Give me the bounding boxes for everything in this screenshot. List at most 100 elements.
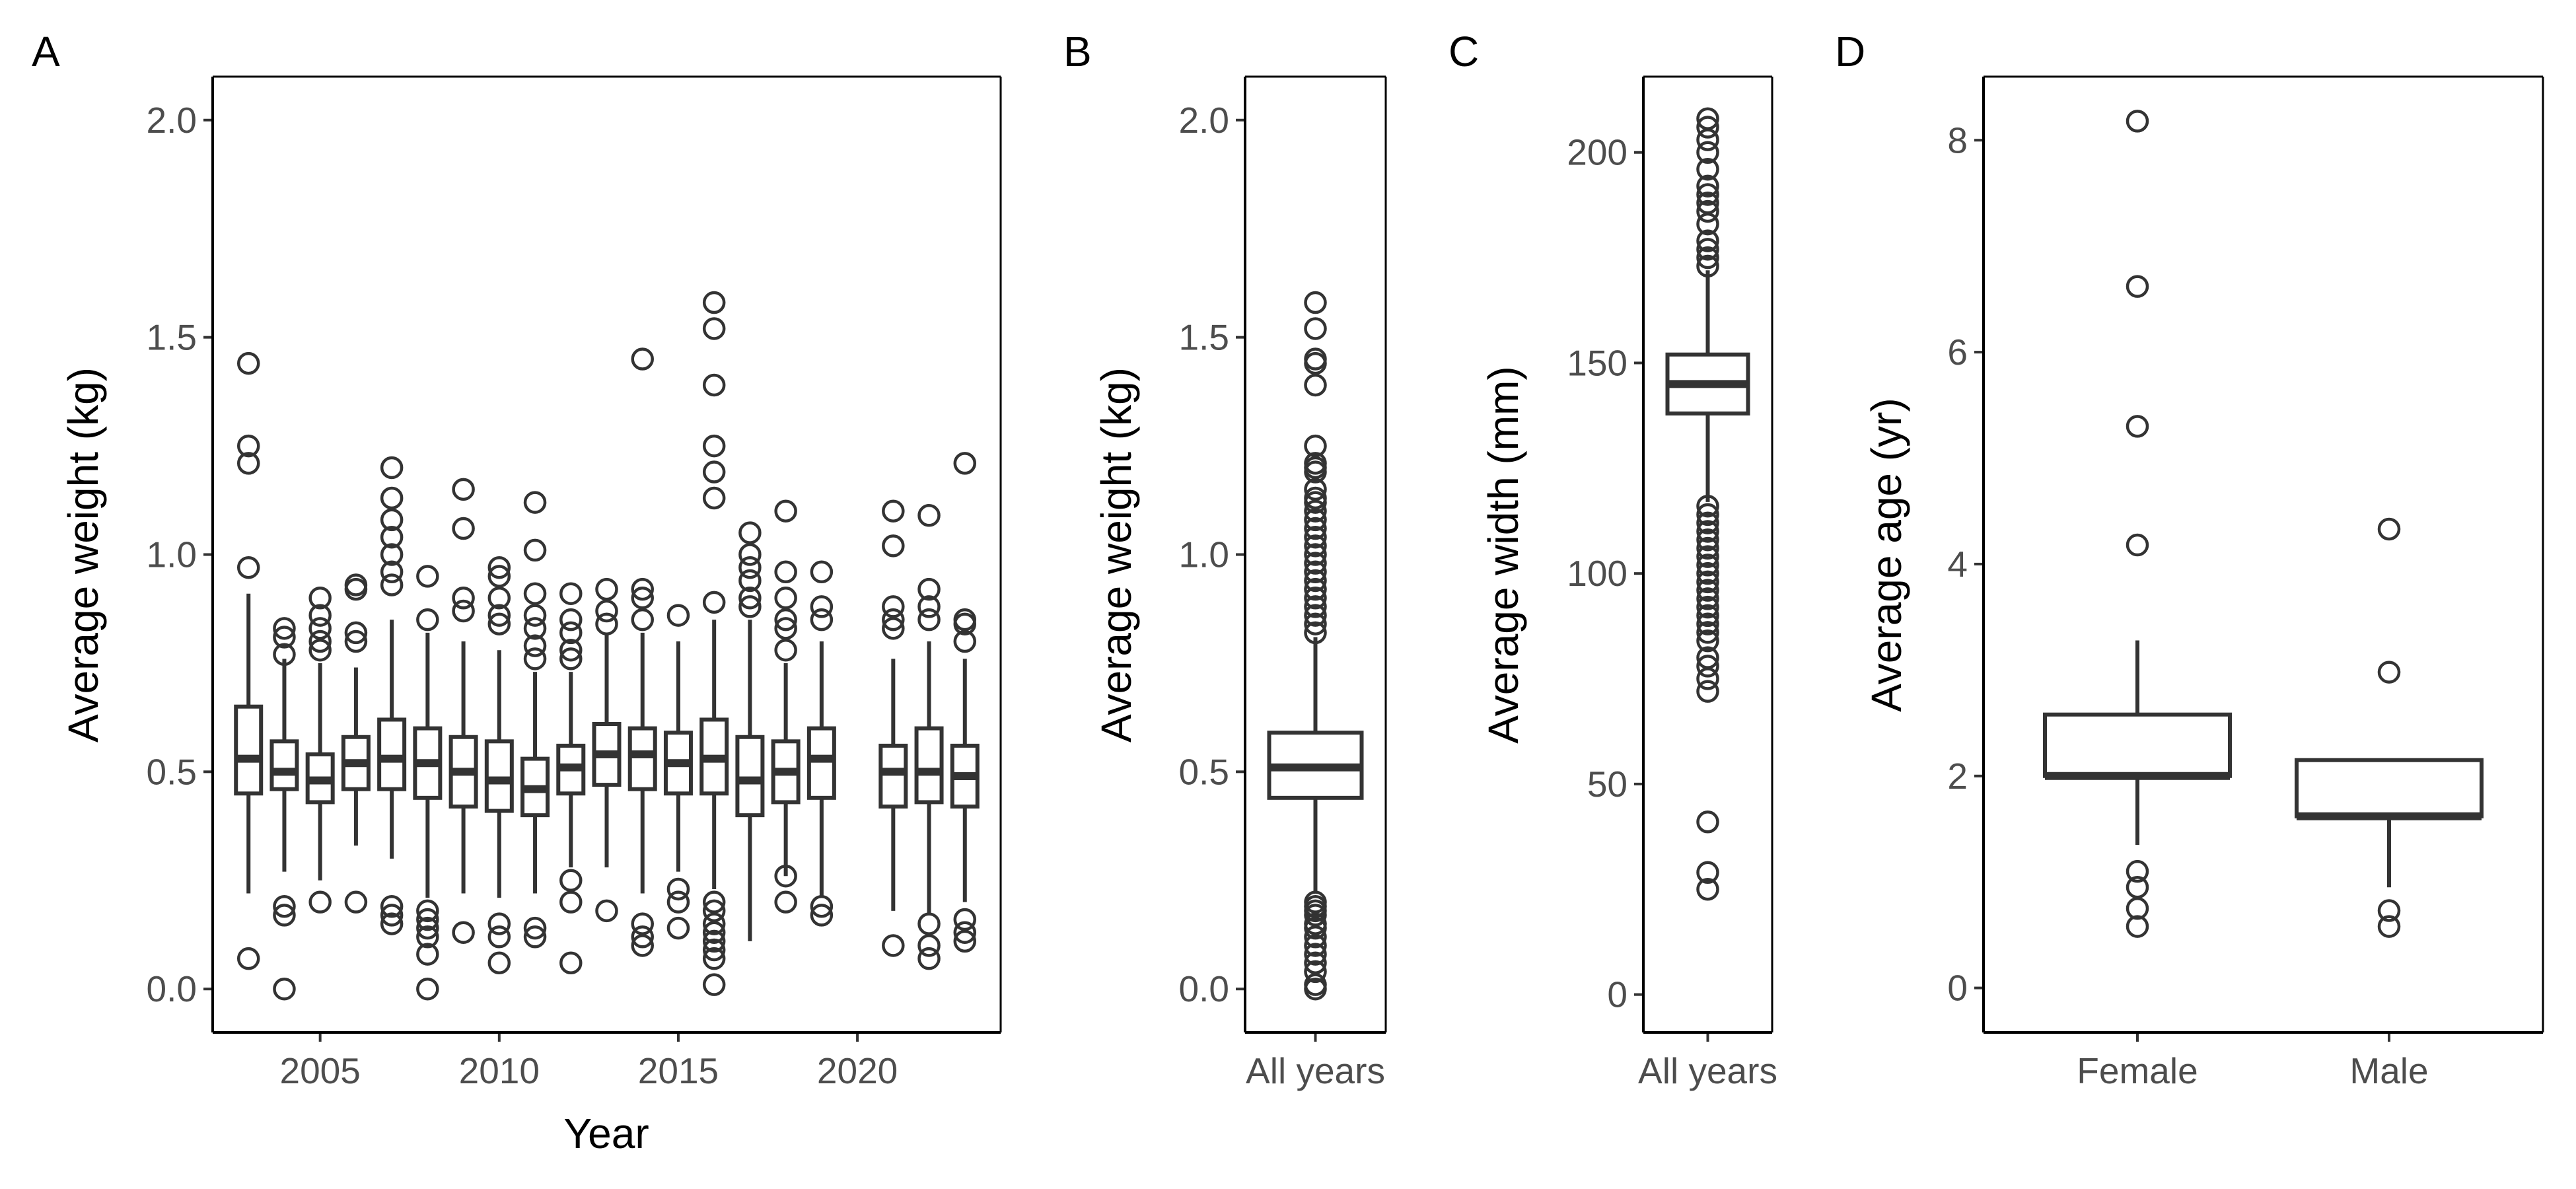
panel-a-box-2019 bbox=[806, 560, 836, 927]
outlier-point bbox=[774, 638, 797, 662]
panel-a-box-2009 bbox=[448, 478, 478, 944]
outlier-point bbox=[308, 890, 332, 914]
outlier-point bbox=[559, 869, 583, 892]
outlier-point bbox=[452, 517, 475, 540]
outlier-point bbox=[308, 617, 332, 640]
outlier-point bbox=[487, 556, 511, 579]
outlier-point bbox=[1304, 960, 1327, 984]
outlier-point bbox=[1304, 621, 1327, 645]
outlier-point bbox=[631, 934, 654, 957]
outlier-point bbox=[1304, 612, 1327, 635]
outlier-point bbox=[631, 912, 654, 935]
panel-a-box-2016 bbox=[699, 291, 729, 996]
panel-a-y-title: Average weight (kg) bbox=[59, 367, 107, 742]
outlier-point bbox=[1304, 525, 1327, 549]
outlier-point bbox=[1696, 680, 1719, 703]
outlier-point bbox=[2377, 915, 2401, 938]
outlier-point bbox=[738, 543, 762, 566]
outlier-point bbox=[487, 912, 511, 935]
panel-a-box-2018 bbox=[771, 499, 801, 914]
outlier-point bbox=[1304, 587, 1327, 610]
outlier-point bbox=[702, 291, 726, 314]
outlier-point bbox=[702, 912, 726, 935]
panel-b-y-title: Average weight (kg) bbox=[1092, 367, 1140, 742]
panel-d-y-tick-label: 4 bbox=[1947, 544, 1968, 585]
outlier-point bbox=[595, 577, 618, 601]
outlier-point bbox=[1696, 183, 1719, 206]
outlier-point bbox=[1304, 434, 1327, 458]
outlier-point bbox=[2126, 275, 2149, 298]
outlier-point bbox=[1696, 612, 1719, 635]
outlier-point bbox=[487, 604, 511, 627]
outlier-point bbox=[1696, 246, 1719, 270]
box-iqr bbox=[269, 739, 299, 791]
outlier-point bbox=[953, 608, 977, 631]
outlier-point bbox=[416, 608, 439, 631]
outlier-point bbox=[738, 521, 762, 544]
outlier-point bbox=[1304, 577, 1327, 601]
outlier-point bbox=[273, 617, 296, 640]
outlier-point bbox=[1696, 528, 1719, 552]
panel-a-box-2021 bbox=[878, 499, 908, 957]
outlier-point bbox=[1696, 604, 1719, 628]
panel-c-y-tick-label: 100 bbox=[1567, 553, 1628, 594]
outlier-point bbox=[953, 921, 977, 944]
outlier-point bbox=[523, 582, 547, 605]
panel-c-x-tick-label: All years bbox=[1638, 1050, 1777, 1091]
outlier-point bbox=[559, 890, 583, 914]
panel-a-y-tick-label: 0.0 bbox=[147, 968, 197, 1009]
outlier-point bbox=[702, 973, 726, 996]
outlier-point bbox=[953, 929, 977, 953]
outlier-point bbox=[702, 890, 726, 914]
outlier-point bbox=[452, 478, 475, 501]
outlier-point bbox=[1304, 552, 1327, 575]
outlier-point bbox=[1696, 554, 1719, 577]
outlier-point bbox=[308, 638, 332, 662]
outlier-point bbox=[702, 921, 726, 944]
outlier-point bbox=[702, 373, 726, 397]
outlier-point bbox=[882, 934, 905, 957]
outlier-point bbox=[2126, 875, 2149, 899]
outlier-point bbox=[559, 608, 583, 631]
panel-a-x-title: Year bbox=[563, 1110, 649, 1157]
outlier-point bbox=[1696, 511, 1719, 534]
outlier-point bbox=[1696, 238, 1719, 261]
outlier-point bbox=[1304, 517, 1327, 540]
outlier-point bbox=[810, 904, 834, 927]
outlier-point bbox=[2126, 110, 2149, 133]
outlier-point bbox=[2126, 859, 2149, 883]
panel-d-plot: 0 2 4 6 8 Female Male bbox=[1947, 110, 2484, 1091]
outlier-point bbox=[1696, 629, 1719, 653]
panel-c-y-title: Average width (mm) bbox=[1480, 366, 1527, 743]
panel-a-box-2023 bbox=[950, 452, 980, 953]
outlier-point bbox=[380, 508, 404, 532]
outlier-point bbox=[738, 595, 762, 618]
outlier-point bbox=[1304, 486, 1327, 510]
outlier-point bbox=[1696, 621, 1719, 644]
outlier-point bbox=[1696, 199, 1719, 223]
outlier-point bbox=[380, 525, 404, 549]
outlier-point bbox=[1304, 912, 1327, 935]
panel-a-box-2013 bbox=[592, 577, 622, 923]
outlier-point bbox=[917, 947, 941, 970]
outlier-point bbox=[1696, 107, 1719, 130]
outlier-point bbox=[738, 587, 762, 610]
outlier-point bbox=[559, 621, 583, 645]
outlier-point bbox=[917, 912, 941, 935]
panel-a-box-2008 bbox=[413, 565, 443, 1001]
outlier-point bbox=[523, 604, 547, 627]
outlier-point bbox=[1304, 499, 1327, 522]
panel-a-y-tick-label: 1.0 bbox=[147, 534, 197, 575]
panel-d-x-tick-label: Male bbox=[2349, 1050, 2428, 1091]
panel-b-y-tick-label: 2.0 bbox=[1179, 100, 1229, 141]
outlier-point bbox=[917, 504, 941, 527]
outlier-point bbox=[1304, 452, 1327, 475]
outlier-point bbox=[953, 452, 977, 475]
outlier-point bbox=[810, 560, 834, 584]
panel-a-x-tick-label: 2010 bbox=[459, 1050, 540, 1091]
outlier-point bbox=[1304, 595, 1327, 618]
outlier-point bbox=[344, 890, 368, 914]
outlier-point bbox=[487, 925, 511, 949]
panel-b-y-tick-label: 0.0 bbox=[1179, 968, 1229, 1009]
outlier-point bbox=[523, 925, 547, 949]
